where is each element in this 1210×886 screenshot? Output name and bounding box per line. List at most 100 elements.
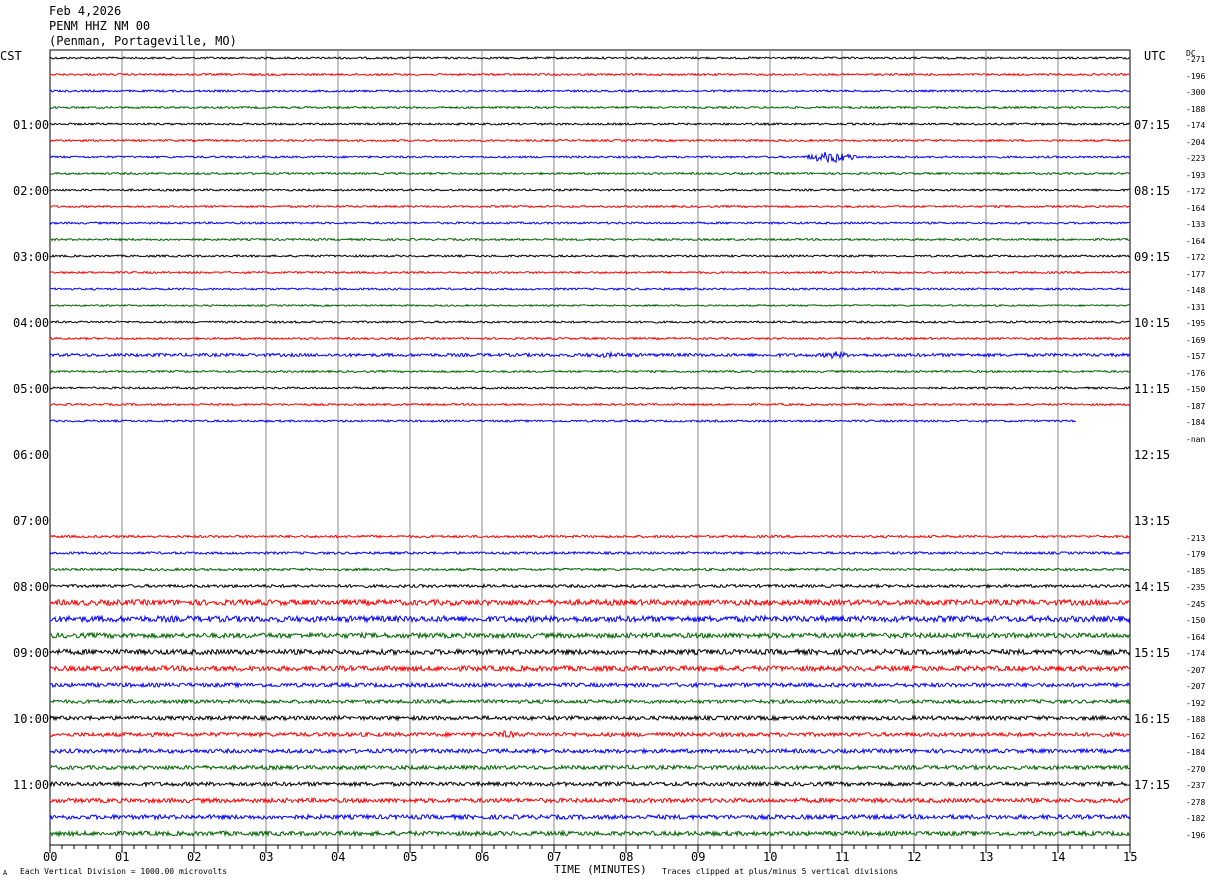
cst-hour-label: 03:00 [13, 250, 50, 264]
dc-offset-value: -133 [1186, 220, 1206, 229]
trace-row-40 [49, 714, 1131, 722]
x-tick-label: 05 [403, 850, 418, 864]
header-location: (Penman, Portageville, MO) [49, 34, 237, 48]
trace-row-31 [49, 567, 1130, 572]
dc-offset-value: -207 [1186, 665, 1206, 675]
dc-offset-value: -169 [1186, 335, 1206, 345]
trace-row-18 [49, 350, 1131, 360]
x-tick-label: 15 [1123, 850, 1138, 864]
utc-hour-label: 08:15 [1134, 184, 1171, 198]
x-tick-label: 03 [259, 850, 274, 864]
dc-offset-value: -237 [1186, 781, 1206, 790]
trace-row-36 [49, 647, 1131, 657]
trace-row-13 [49, 270, 1131, 275]
trace-row-46 [49, 813, 1131, 822]
seismic-traces [49, 55, 1131, 838]
dc-offset-value: -270 [1186, 764, 1206, 774]
trace-row-8 [49, 187, 1130, 193]
dc-offset-value: -157 [1186, 352, 1206, 361]
trace-row-12 [49, 253, 1131, 259]
trace-row-11 [49, 237, 1131, 242]
x-tick-label: 01 [115, 850, 130, 864]
trace-row-10 [49, 220, 1131, 225]
dc-offset-value: -196 [1186, 830, 1206, 840]
dc-offset-value: -nan [1186, 434, 1206, 444]
footer-mark: A [3, 869, 8, 877]
dc-offset-value: -188 [1186, 104, 1206, 114]
trace-row-9 [49, 204, 1131, 209]
dc-offset-value: -192 [1186, 698, 1206, 708]
trace-row-22 [49, 418, 1077, 424]
trace-row-14 [49, 287, 1131, 292]
dc-axis-title: DC [1186, 49, 1196, 58]
dc-offset-value: -174 [1186, 649, 1206, 658]
trace-row-32 [49, 583, 1131, 589]
dc-offset-value: -177 [1186, 269, 1206, 279]
cst-hour-label: 04:00 [13, 316, 50, 330]
utc-hour-label: 13:15 [1134, 514, 1171, 528]
dc-offset-value: -150 [1186, 385, 1206, 394]
trace-row-47 [49, 829, 1131, 838]
minute-gridlines [49, 49, 1131, 846]
time-axis [49, 844, 1131, 853]
cst-hour-label: 02:00 [13, 184, 50, 198]
x-tick-label: 02 [187, 850, 202, 864]
cst-hour-label: 07:00 [13, 514, 50, 528]
dc-offset-value: -184 [1186, 418, 1206, 427]
utc-hour-label: 12:15 [1134, 448, 1171, 462]
trace-row-4 [49, 121, 1131, 127]
trace-row-0 [49, 55, 1131, 60]
plot-frame [49, 49, 1131, 846]
cst-hour-label: 11:00 [13, 778, 50, 792]
trace-row-41 [49, 730, 1131, 739]
header-date: Feb 4,2026 [49, 4, 122, 18]
dc-offset-value: -185 [1186, 566, 1206, 576]
trace-row-15 [49, 303, 1131, 308]
cst-hour-label: 06:00 [13, 448, 50, 462]
trace-row-20 [49, 385, 1131, 391]
dc-offset-value: -150 [1186, 616, 1206, 625]
x-tick-label: 11 [835, 850, 850, 864]
clip-note: Traces clipped at plus/minus 5 vertical … [662, 867, 899, 876]
trace-row-16 [49, 319, 1131, 324]
cst-hour-label: 08:00 [13, 580, 50, 594]
x-tick-label: 13 [979, 850, 994, 864]
dc-offset-value: -188 [1186, 715, 1206, 724]
utc-hour-label: 07:15 [1134, 118, 1171, 132]
utc-hour-label: 09:15 [1134, 250, 1171, 264]
dc-offset-value: -278 [1186, 797, 1206, 807]
cst-axis-title: CST [0, 49, 22, 63]
dc-offset-value: -235 [1186, 583, 1206, 592]
dc-offset-value: -174 [1186, 121, 1206, 130]
cst-hour-label: 05:00 [13, 382, 50, 396]
dc-offset-value: -213 [1186, 533, 1206, 543]
dc-offset-value: -176 [1186, 368, 1206, 378]
trace-row-42 [49, 747, 1131, 755]
dc-offset-value: -271 [1186, 55, 1206, 64]
trace-row-39 [49, 698, 1131, 705]
utc-hour-label: 11:15 [1134, 382, 1171, 396]
dc-offset-value: -207 [1186, 682, 1206, 691]
dc-offset-value: -193 [1186, 170, 1206, 180]
cst-hour-label: 09:00 [13, 646, 50, 660]
dc-offset-value: -164 [1186, 203, 1206, 213]
x-axis-title: TIME (MINUTES) [554, 863, 647, 876]
trace-row-37 [49, 664, 1131, 673]
utc-hour-label: 10:15 [1134, 316, 1171, 330]
trace-row-43 [49, 763, 1131, 772]
utc-hour-label: 16:15 [1134, 712, 1171, 726]
dc-offset-value: -164 [1186, 632, 1206, 642]
utc-hour-label: 15:15 [1134, 646, 1171, 660]
trace-row-33 [49, 597, 1131, 608]
utc-axis-title: UTC [1144, 49, 1166, 63]
dc-offset-value: -187 [1186, 401, 1206, 411]
dc-offset-value: -172 [1186, 253, 1206, 262]
dc-offset-value: -162 [1186, 731, 1206, 741]
trace-row-5 [49, 138, 1131, 143]
utc-hour-label: 14:15 [1134, 580, 1171, 594]
trace-row-45 [49, 796, 1131, 805]
x-tick-label: 00 [43, 850, 58, 864]
x-tick-label: 08 [619, 850, 634, 864]
trace-row-3 [49, 105, 1131, 110]
